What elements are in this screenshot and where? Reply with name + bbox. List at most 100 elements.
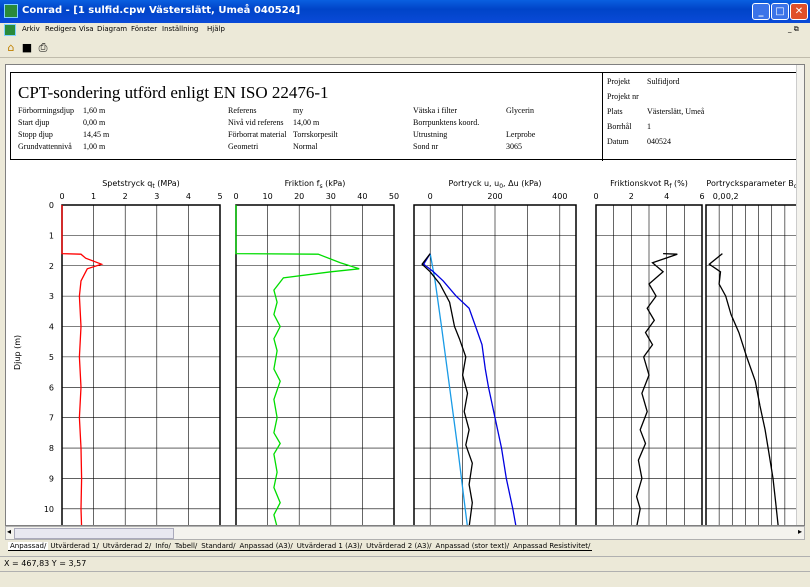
x-tick-label: 5 [217, 192, 222, 201]
y-tick-label: 7 [49, 414, 54, 423]
project-value: 040524 [647, 137, 671, 146]
y-tick-label: 2 [49, 262, 54, 271]
project-value: Sulfidjord [647, 77, 680, 86]
scroll-left-icon[interactable]: ◂ [7, 527, 12, 536]
info-col3-value: 3065 [506, 142, 522, 151]
vertical-scrollbar[interactable] [796, 65, 804, 525]
tab-tabell[interactable]: Tabell/ [172, 542, 200, 551]
x-tick-label: 3 [154, 192, 159, 201]
x-tick-label: 0,0 [713, 192, 726, 201]
project-label: Datum [607, 137, 629, 146]
y-tick-label: 0 [49, 201, 54, 210]
window-title: Conrad - [1 sulfid.cpw Västerslätt, Umeå… [22, 5, 301, 16]
panel-title: Friktion fs (kPa) [285, 179, 346, 190]
open-icon[interactable]: ⌂ [7, 41, 15, 54]
x-tick-label: 40 [357, 192, 367, 201]
bottom-band [0, 571, 810, 587]
project-box: Projekt Sulfidjord Projekt nr Plats Västersl… [602, 73, 801, 161]
tab-info[interactable]: Info/ [153, 542, 173, 551]
info-col1-value: 0,00 m [83, 118, 106, 127]
tab-anpassad[interactable]: Anpassad/ [8, 542, 49, 551]
close-button[interactable]: ✕ [790, 3, 808, 20]
menu-bar: Arkiv Redigera Visa Diagram Fönster Inst… [0, 23, 810, 38]
x-tick-label: 0 [428, 192, 433, 201]
info-col2-value: Normal [293, 142, 318, 151]
mdi-minimize-icon[interactable]: _ ⧉ [788, 25, 799, 33]
x-tick-label: 30 [326, 192, 336, 201]
x-tick-label: 400 [552, 192, 567, 201]
save-icon[interactable]: ■ [21, 41, 33, 54]
info-col3-label: Sond nr [413, 142, 439, 151]
y-tick-label: 3 [49, 292, 54, 301]
panel-frame [61, 204, 221, 525]
scroll-right-icon[interactable]: ▸ [797, 527, 802, 536]
document-view[interactable]: CPT-sondering utförd enligt EN ISO 22476… [5, 64, 805, 526]
minimize-button[interactable]: _ [752, 3, 770, 20]
menu-fonster[interactable]: Fönster [131, 25, 158, 33]
menu-diagram[interactable]: Diagram [97, 25, 128, 33]
tab-utvärderad-2-a3-[interactable]: Utvärderad 2 (A3)/ [364, 542, 434, 551]
panel-frame [705, 204, 798, 525]
tab-utvärderad-2[interactable]: Utvärderad 2/ [100, 542, 154, 551]
x-tick-label: 10 [263, 192, 273, 201]
menu-redigera[interactable]: Redigera [45, 25, 77, 33]
x-tick-label: 0 [59, 192, 64, 201]
data-series-line [635, 252, 678, 525]
tab-utvärderad-1-a3-[interactable]: Utvärderad 1 (A3)/ [294, 542, 365, 551]
x-tick-label: 6 [699, 192, 704, 201]
x-tick-label: 0,2 [726, 192, 739, 201]
tab-anpassad-a3-[interactable]: Anpassad (A3)/ [237, 542, 295, 551]
x-tick-label: 1 [91, 192, 96, 201]
x-tick-label: 0 [593, 192, 598, 201]
info-col2-value: my [293, 106, 304, 115]
x-tick-label: 200 [487, 192, 502, 201]
doc-icon [4, 24, 16, 36]
status-bar: X = 467,83 Y = 3,57 [0, 556, 810, 570]
y-axis-label: Djup (m) [13, 335, 22, 370]
panel-title: Portrycksparameter Bq [706, 179, 797, 190]
y-tick-label: 8 [49, 444, 54, 453]
project-label: Projekt nr [607, 92, 639, 101]
y-tick-label: 6 [49, 383, 54, 392]
title-bar: Conrad - [1 sulfid.cpw Västerslätt, Umeå… [0, 0, 810, 23]
panel-title: Spetstryck qt (MPa) [102, 179, 180, 190]
project-value: Västerslätt, Umeå [647, 107, 705, 116]
info-col1-label: Grundvattennivå [18, 142, 72, 151]
tab-anpassad-stor-text-[interactable]: Anpassad (stor text)/ [433, 542, 512, 551]
menu-installning[interactable]: Inställning [162, 25, 199, 33]
info-col2-label: Referens [228, 106, 257, 115]
print-icon[interactable]: ⎙ [38, 41, 48, 54]
y-tick-label: 9 [49, 474, 54, 483]
panel-title: Friktionskvot Rf (%) [610, 179, 688, 190]
x-tick-label: 0 [233, 192, 238, 201]
menu-visa[interactable]: Visa [79, 25, 94, 33]
toolbar: ⌂ ■ ⎙ [0, 38, 810, 58]
tab-standard[interactable]: Standard/ [199, 542, 238, 551]
info-col3-value: Lerprobe [506, 130, 536, 139]
info-col2-label: Förborrat material [228, 130, 287, 139]
project-label: Borrhål [607, 122, 632, 131]
info-col3-label: Utrustning [413, 130, 448, 139]
info-col2-label: Nivå vid referens [228, 118, 284, 127]
horizontal-scrollbar[interactable]: ◂ ▸ [5, 526, 805, 540]
scroll-thumb[interactable] [14, 528, 174, 539]
tab-anpassad-resistivitet[interactable]: Anpassad Resistivitet/ [511, 542, 593, 551]
menu-hjalp[interactable]: Hjälp [207, 25, 225, 33]
panel-frame [235, 204, 395, 525]
x-tick-label: 2 [629, 192, 634, 201]
x-tick-label: 4 [186, 192, 191, 201]
x-tick-label: 50 [389, 192, 399, 201]
menu-arkiv[interactable]: Arkiv [22, 25, 40, 33]
tab-utvärderad-1[interactable]: Utvärderad 1/ [48, 542, 101, 551]
report-title: CPT-sondering utförd enligt EN ISO 22476… [18, 83, 329, 102]
info-col2-label: Geometri [228, 142, 259, 151]
info-col1-label: Förborrningsdjup [18, 106, 74, 115]
data-series-line [235, 205, 360, 525]
project-label: Plats [607, 107, 623, 116]
info-col3-label: Vätska i filter [413, 106, 457, 115]
maximize-button[interactable]: □ [771, 3, 789, 20]
x-tick-label: 20 [294, 192, 304, 201]
info-col1-value: 14,45 m [83, 130, 110, 139]
app-icon [4, 4, 18, 18]
info-col3-label: Borrpunktens koord. [413, 118, 480, 127]
